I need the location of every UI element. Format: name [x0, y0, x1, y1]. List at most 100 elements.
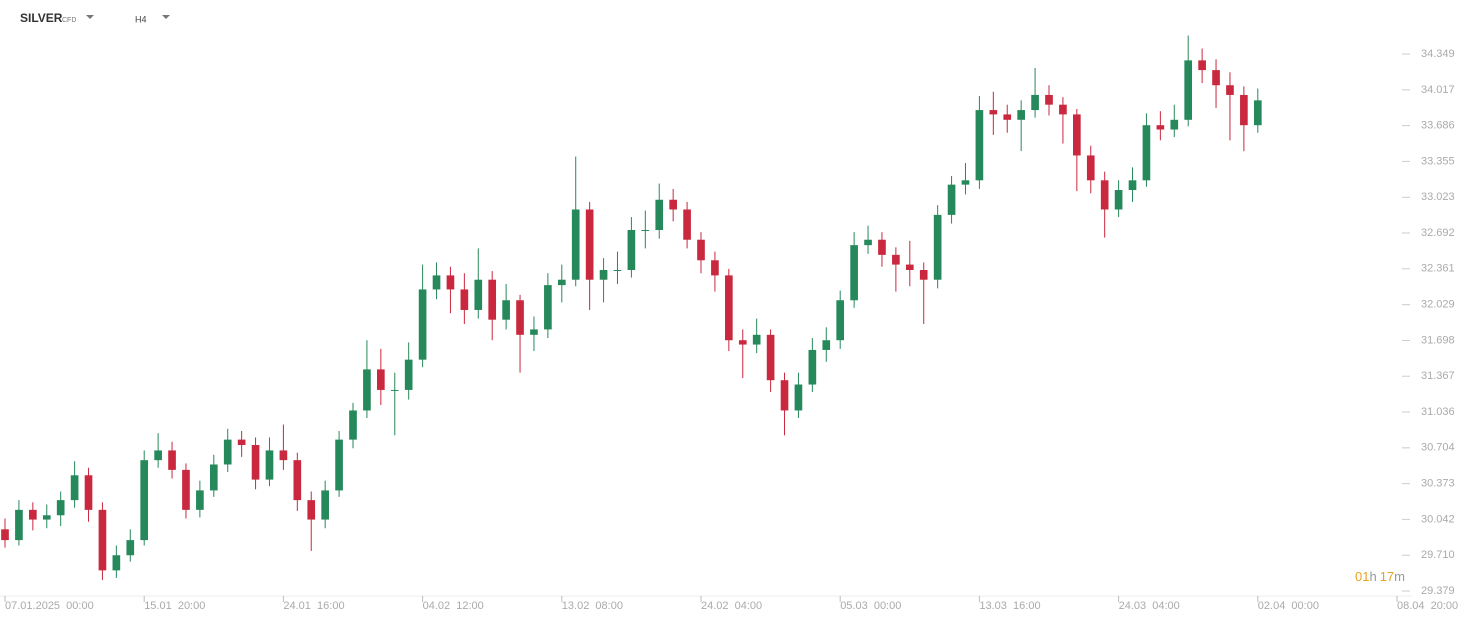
y-tick-label: 30.042	[1421, 513, 1455, 525]
candle-body	[613, 269, 622, 271]
candle-body	[1059, 104, 1067, 115]
candle-body	[126, 540, 135, 556]
y-tick-label: 29.379	[1421, 585, 1455, 597]
x-tick-label: 24.03 04:00	[1119, 600, 1180, 612]
candle-body	[1086, 155, 1095, 181]
candle-body	[154, 450, 162, 461]
candle-body	[1128, 180, 1137, 191]
candle-body	[42, 515, 51, 520]
candle-body	[251, 445, 260, 480]
candle-body	[1170, 119, 1179, 130]
x-tick-label: 08.04 20:00	[1397, 600, 1458, 612]
candle-body	[488, 279, 497, 320]
candle-body	[293, 460, 302, 501]
x-tick-label: 02.04 00:00	[1258, 600, 1319, 612]
candle-body	[1156, 125, 1165, 130]
candle-body	[599, 269, 608, 280]
candle-body	[516, 300, 524, 335]
candle-body	[711, 260, 719, 276]
y-tick-label: 33.686	[1421, 120, 1455, 132]
candle-body	[905, 264, 914, 270]
candle-body	[140, 460, 149, 541]
countdown-minutes: 17	[1380, 569, 1394, 584]
candle-body	[390, 389, 399, 391]
y-tick-label: 33.355	[1421, 155, 1455, 167]
candle-body	[919, 269, 928, 280]
candle-body	[878, 239, 886, 255]
y-tick-label: 30.373	[1421, 478, 1455, 490]
candle-body	[363, 369, 371, 411]
candle-body	[474, 279, 483, 310]
candle-body	[530, 329, 538, 335]
x-tick-label: 13.02 08:00	[562, 600, 623, 612]
candle-body	[1003, 114, 1012, 120]
x-tick-label: 24.01 16:00	[283, 600, 344, 612]
candle-body	[1212, 70, 1220, 86]
countdown-minutes-unit: m	[1394, 569, 1405, 584]
y-tick-label: 34.017	[1421, 84, 1455, 96]
y-tick-label: 33.023	[1421, 191, 1455, 203]
candle-body	[307, 500, 316, 520]
candle-body	[557, 279, 566, 286]
candle-body	[669, 199, 677, 210]
symbol[interactable]: SILVER	[20, 11, 63, 25]
candle-body	[15, 509, 23, 541]
candle-body	[56, 500, 65, 516]
x-tick-label: 07.01.2025 00:00	[5, 600, 94, 612]
candle-body	[1114, 190, 1123, 210]
candle-body	[836, 300, 845, 341]
candle-body	[655, 199, 664, 231]
candle-body	[697, 239, 705, 261]
candle-body	[1253, 100, 1262, 126]
candle-body	[335, 439, 343, 491]
candle-body	[544, 285, 552, 330]
candle-body	[1031, 94, 1039, 111]
candle-body	[864, 239, 872, 246]
candle-body	[822, 340, 831, 350]
candle-body	[349, 410, 357, 440]
candle-body	[237, 439, 246, 446]
candle-body	[738, 340, 747, 345]
y-tick-label: 32.692	[1421, 227, 1455, 239]
candle-body	[627, 230, 636, 270]
candle-body	[321, 490, 329, 520]
x-tick-label: 05.03 00:00	[840, 600, 901, 612]
candle-body	[209, 464, 218, 491]
candle-body	[1142, 125, 1151, 181]
candle-body	[683, 209, 691, 240]
y-tick-label: 29.710	[1421, 549, 1455, 561]
candle-body	[84, 475, 93, 510]
candle-body	[112, 555, 121, 571]
candle-body	[850, 245, 858, 301]
candle-body	[989, 110, 998, 115]
candle-body	[223, 439, 232, 465]
instrument: CFD	[62, 17, 76, 24]
timeframe[interactable]: H4	[135, 14, 147, 24]
candle-body	[265, 450, 274, 480]
candle-body	[725, 275, 733, 341]
y-tick-label: 32.361	[1421, 263, 1455, 275]
candle-body	[29, 509, 37, 520]
candle-body	[1017, 110, 1025, 120]
x-tick-label: 04.02 12:00	[423, 600, 484, 612]
candle-body	[1045, 94, 1053, 105]
y-tick-label: 31.698	[1421, 334, 1455, 346]
timeframe-dropdown[interactable]	[162, 15, 170, 19]
candle-body	[585, 209, 594, 280]
candle-body	[933, 214, 942, 280]
candle-body	[279, 450, 288, 461]
candle-body	[641, 230, 650, 232]
candle-body	[947, 184, 956, 215]
candle-body	[766, 334, 775, 381]
candle-body	[1240, 94, 1248, 126]
candle-body	[418, 289, 427, 360]
candle-body	[1184, 60, 1193, 120]
candle-body	[460, 289, 469, 310]
candle-body	[446, 275, 455, 290]
symbol-dropdown[interactable]	[86, 15, 94, 19]
candle-body	[377, 369, 385, 390]
y-tick-label: 31.367	[1421, 370, 1455, 382]
candle-body	[1, 529, 9, 541]
candle-body	[780, 380, 789, 411]
candle-body	[794, 384, 803, 411]
